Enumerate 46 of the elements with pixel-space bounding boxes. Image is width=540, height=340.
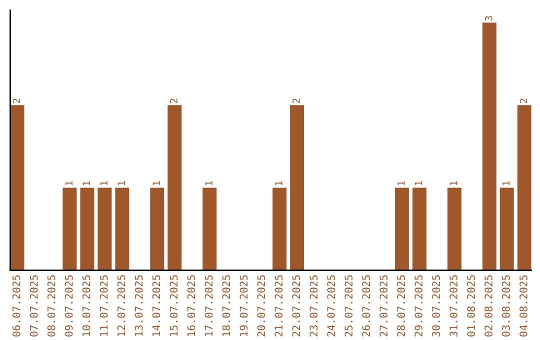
data-label: 2 xyxy=(520,98,528,104)
x-tick-label: 22.07.2025 xyxy=(292,275,300,336)
x-tick-label: 18.07.2025 xyxy=(222,275,230,336)
data-label: 3 xyxy=(484,16,492,21)
data-label: 1 xyxy=(100,181,108,186)
x-tick-label: 14.07.2025 xyxy=(152,275,160,336)
x-tick-label: 19.07.2025 xyxy=(240,275,248,336)
x-tick-label: 27.07.2025 xyxy=(380,275,388,336)
data-label: 2 xyxy=(170,98,178,104)
data-label: 2 xyxy=(12,98,20,104)
x-tick-label: 02.08.2025 xyxy=(484,275,492,336)
x-tick-label: 11.07.2025 xyxy=(100,275,108,336)
data-label: 1 xyxy=(118,181,125,186)
x-tick-label: 13.07.2025 xyxy=(134,275,143,336)
x-tick-label: 24.07.2025 xyxy=(327,275,336,336)
x-tick-label: 01.08.2025 xyxy=(467,275,475,336)
x-tick-label: 26.07.2025 xyxy=(362,275,370,336)
x-tick-label: 08.07.2025 xyxy=(47,275,56,336)
data-label: 1 xyxy=(502,181,510,186)
data-label: 1 xyxy=(65,181,72,186)
x-tick-label: 31.07.2025 xyxy=(450,275,458,336)
data-label: 2 xyxy=(292,98,300,104)
x-tick-label: 29.07.2025 xyxy=(414,275,422,336)
data-label: 1 xyxy=(205,181,212,186)
x-tick-label: 25.07.2025 xyxy=(344,275,353,336)
x-tick-label: 03.08.2025 xyxy=(502,275,510,336)
x-tick-label: 06.07.2025 xyxy=(12,275,20,336)
x-tick-label: 07.07.2025 xyxy=(30,275,38,336)
x-tick-label: 12.07.2025 xyxy=(117,275,126,336)
x-tick-label: 09.07.2025 xyxy=(64,275,73,336)
x-tick-label: 04.08.2025 xyxy=(520,275,528,336)
x-tick-label: 21.07.2025 xyxy=(274,275,283,336)
x-tick-label: 28.07.2025 xyxy=(397,275,406,336)
x-tick-label: 10.07.2025 xyxy=(82,275,90,336)
data-label: 1 xyxy=(415,181,422,186)
x-tick-label: 23.07.2025 xyxy=(310,275,318,336)
x-tick-label: 15.07.2025 xyxy=(170,275,178,336)
x-tick-label: 16.07.2025 xyxy=(187,275,196,336)
data-label: 1 xyxy=(450,181,458,186)
data-label: 1 xyxy=(152,181,160,186)
x-tick-label: 20.07.2025 xyxy=(257,275,266,336)
data-label: 1 xyxy=(398,181,405,186)
data-label: 1 xyxy=(82,181,90,186)
x-tick-label: 30.07.2025 xyxy=(432,275,440,336)
data-label: 1 xyxy=(275,181,282,186)
x-tick-label: 17.07.2025 xyxy=(204,275,213,336)
